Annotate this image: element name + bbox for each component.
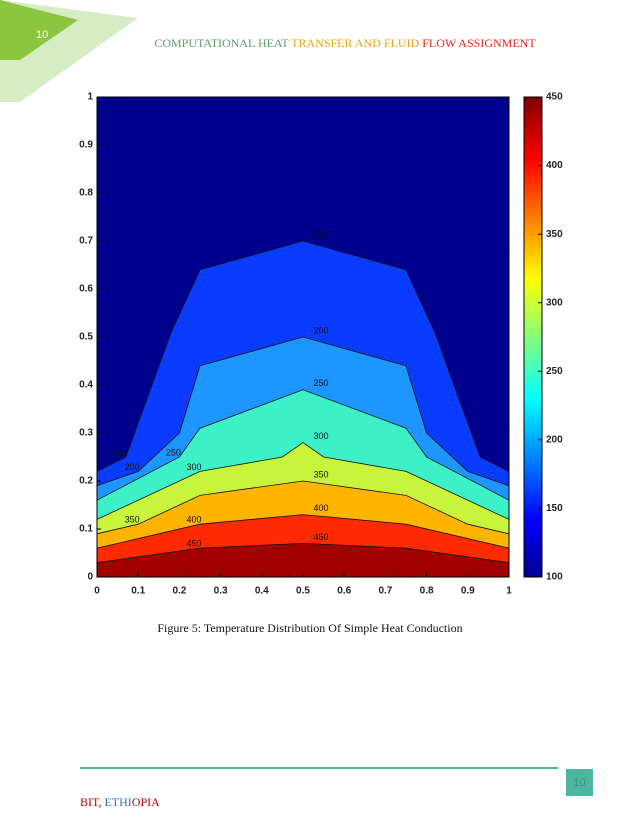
colorbar-tick-label: 100 bbox=[546, 572, 563, 583]
footer-text-part: BIT, bbox=[80, 795, 104, 809]
contour-label: 450 bbox=[186, 539, 201, 549]
footer-text-part: ETHI bbox=[104, 795, 131, 809]
y-tick-label: 0.6 bbox=[79, 284, 93, 295]
contour-line bbox=[96, 480, 510, 535]
x-tick-label: 0.1 bbox=[131, 586, 145, 597]
colorbar-tick-label: 400 bbox=[546, 160, 563, 171]
header-page-number: 10 bbox=[36, 29, 48, 41]
contour-label: 300 bbox=[313, 431, 328, 441]
colorbar-tick-label: 250 bbox=[546, 366, 563, 377]
footer-text-part: OPIA bbox=[132, 795, 160, 809]
contour-label: 400 bbox=[313, 503, 328, 513]
contour-label: 200 bbox=[313, 325, 328, 335]
colorbar bbox=[523, 96, 543, 578]
x-tick-label: 0.5 bbox=[296, 586, 310, 597]
x-tick-label: 0.8 bbox=[420, 586, 434, 597]
x-tick-label: 0 bbox=[94, 586, 100, 597]
x-tick-label: 0.6 bbox=[337, 586, 351, 597]
footer-box bbox=[566, 769, 593, 796]
colorbar-tick-label: 300 bbox=[546, 297, 563, 308]
contour-label: 150 bbox=[112, 447, 127, 457]
contour-label: 350 bbox=[125, 515, 140, 525]
contour-line bbox=[96, 542, 510, 563]
x-tick-label: 0.3 bbox=[214, 586, 228, 597]
header-title-part: TRANSFER AND FLUID bbox=[291, 36, 422, 50]
footer-page-number: 10 bbox=[573, 777, 585, 789]
contour-label: 300 bbox=[186, 462, 201, 472]
y-tick-label: 0.3 bbox=[79, 428, 93, 439]
x-tick-label: 0.7 bbox=[378, 586, 392, 597]
colorbar-tick-label: 200 bbox=[546, 434, 563, 445]
x-tick-label: 0.9 bbox=[461, 586, 475, 597]
contour-line bbox=[96, 514, 510, 549]
y-tick-label: 0.7 bbox=[79, 236, 93, 247]
contour-label: 250 bbox=[166, 447, 181, 457]
contour-line bbox=[96, 389, 510, 501]
contour-line bbox=[96, 336, 510, 487]
contour-label: 450 bbox=[313, 532, 328, 542]
header-title-part: COMPUTATIONAL HEAT bbox=[154, 36, 291, 50]
y-tick-label: 0.2 bbox=[79, 476, 93, 487]
contour-label: 350 bbox=[313, 469, 328, 479]
y-tick-label: 0.9 bbox=[79, 140, 93, 151]
contour-label: 150 bbox=[313, 229, 328, 239]
x-tick-label: 1 bbox=[506, 586, 512, 597]
colorbar-tick-label: 150 bbox=[546, 503, 563, 514]
y-tick-label: 0 bbox=[87, 572, 93, 583]
y-tick-label: 0.4 bbox=[79, 380, 93, 391]
colorbar-tick-label: 450 bbox=[546, 92, 563, 103]
figure-caption: Figure 5: Temperature Distribution Of Si… bbox=[157, 621, 462, 635]
header-title-part: FLOW ASSIGNMENT bbox=[422, 36, 536, 50]
y-tick-label: 0.1 bbox=[79, 524, 93, 535]
footer-text: BIT, ETHIOPIA bbox=[80, 795, 160, 809]
contour-label: 400 bbox=[186, 515, 201, 525]
header-decor bbox=[0, 0, 78, 60]
header-title: COMPUTATIONAL HEAT TRANSFER AND FLUID FL… bbox=[154, 36, 536, 50]
y-tick-label: 0.8 bbox=[79, 188, 93, 199]
contour-line bbox=[96, 442, 510, 520]
contour-band bbox=[97, 543, 509, 577]
colorbar-tick-label: 350 bbox=[546, 229, 563, 240]
x-tick-label: 0.4 bbox=[255, 586, 269, 597]
y-tick-label: 1 bbox=[87, 92, 93, 103]
figure: 150 150 200 200 250 250 300 300 350 350 400 400 450 4… bbox=[79, 92, 563, 597]
x-tick-label: 0.2 bbox=[172, 586, 186, 597]
contour-label: 250 bbox=[313, 378, 328, 388]
contour-line bbox=[96, 240, 510, 472]
y-tick-label: 0.5 bbox=[79, 332, 93, 343]
contour-label: 200 bbox=[125, 462, 140, 472]
